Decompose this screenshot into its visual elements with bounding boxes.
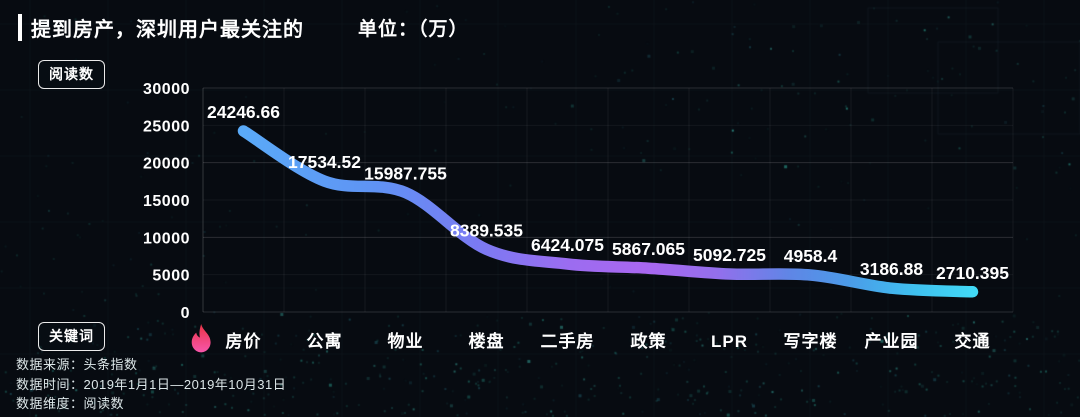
category-label: 交通 xyxy=(955,331,991,351)
data-source-notes: 数据来源：头条指数 数据时间：2019年1月1日—2019年10月31日 数据维… xyxy=(16,355,286,414)
data-label: 5092.725 xyxy=(693,245,766,265)
data-label: 17534.52 xyxy=(288,152,361,172)
source-line: 数据来源：头条指数 xyxy=(16,357,138,372)
category-label: 写字楼 xyxy=(784,331,838,351)
data-label: 2710.395 xyxy=(936,263,1009,283)
category-label: 楼盘 xyxy=(469,331,505,351)
flame-icon xyxy=(191,324,211,353)
x-axis-badge: 关键词 xyxy=(38,322,105,351)
trend-line xyxy=(237,125,979,298)
y-tick-label: 15000 xyxy=(143,193,190,210)
data-label: 5867.065 xyxy=(612,239,685,259)
time-line: 数据时间：2019年1月1日—2019年10月31日 xyxy=(16,376,287,392)
category-label: 二手房 xyxy=(541,331,595,351)
data-label: 3186.88 xyxy=(860,259,924,279)
header: 提到房产，深圳用户最关注的 单位：（万） xyxy=(18,13,469,42)
category-label: 政策 xyxy=(631,331,667,351)
y-tick-label: 5000 xyxy=(152,268,190,285)
data-label: 8389.535 xyxy=(450,220,523,240)
y-axis-badge-label: 阅读数 xyxy=(49,66,94,82)
category-label: 物业 xyxy=(388,331,424,351)
dimension-line: 数据维度：阅读数 xyxy=(16,396,125,411)
category-label: 公寓 xyxy=(307,331,343,351)
data-label: 24246.66 xyxy=(207,102,280,122)
y-axis-badge: 阅读数 xyxy=(38,60,105,89)
y-tick-label: 25000 xyxy=(143,118,190,135)
title-accent-bar xyxy=(18,14,22,41)
data-label: 6424.075 xyxy=(531,235,604,255)
y-tick-label: 20000 xyxy=(143,156,190,173)
category-label: 房价 xyxy=(226,331,262,351)
category-label: LPR xyxy=(711,332,748,351)
y-tick-label: 0 xyxy=(181,305,190,322)
data-label: 15987.755 xyxy=(364,164,447,184)
data-label: 4958.4 xyxy=(784,246,838,266)
y-tick-label: 10000 xyxy=(143,230,190,247)
page-title: 提到房产，深圳用户最关注的 xyxy=(31,19,304,41)
x-axis-badge-label: 关键词 xyxy=(49,328,94,344)
y-tick-label: 30000 xyxy=(143,81,190,98)
unit-label: 单位：（万） xyxy=(358,19,469,40)
category-label: 产业园 xyxy=(865,331,919,351)
